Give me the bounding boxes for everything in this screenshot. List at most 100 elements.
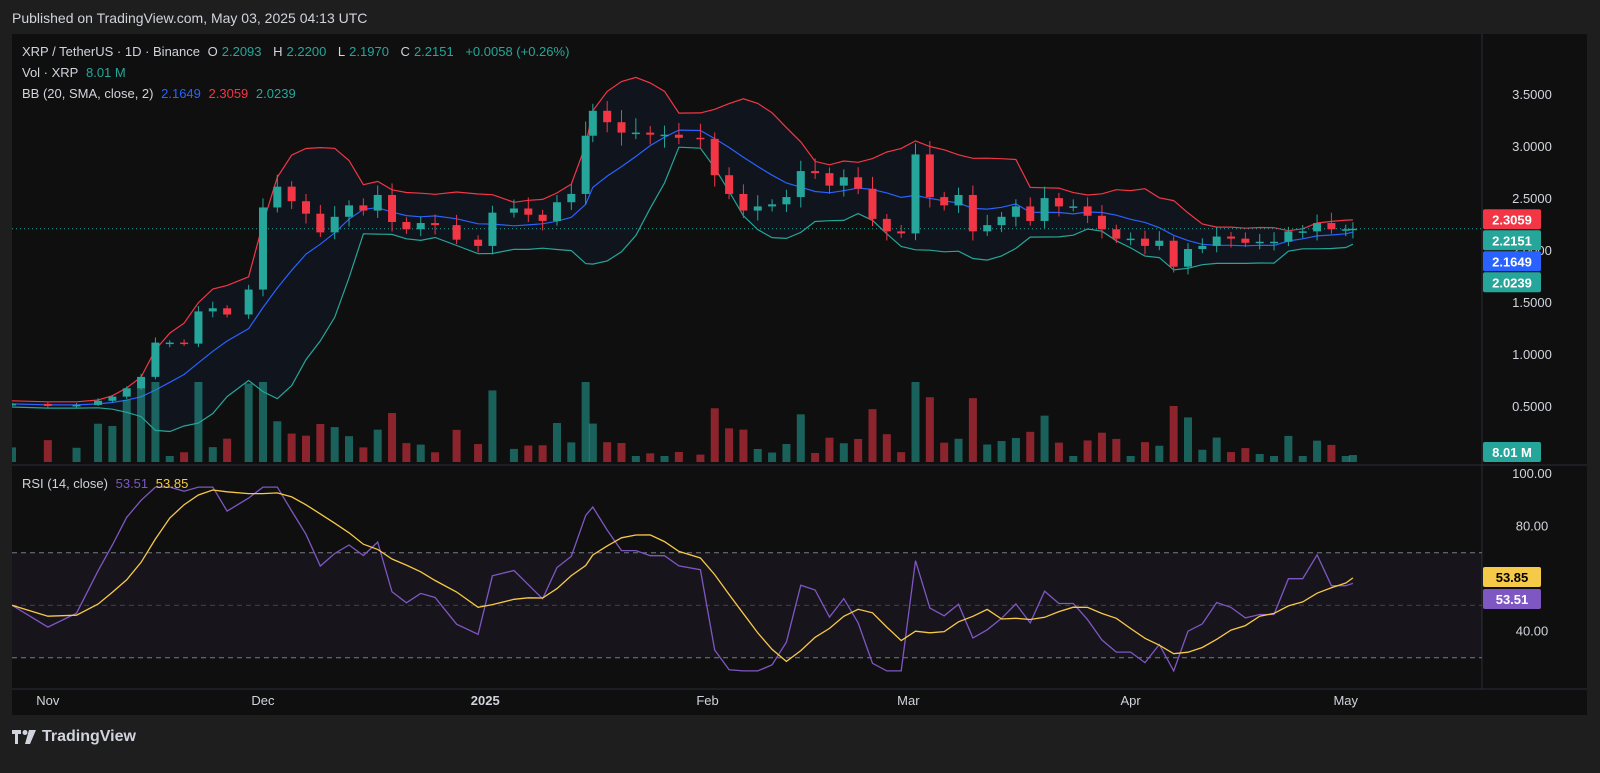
volume-bar <box>108 426 117 462</box>
volume-bar <box>416 444 425 462</box>
rsi-ma-line <box>12 489 1354 663</box>
volume-bar <box>1011 437 1020 462</box>
chart-canvas[interactable]: 3.50003.00002.50002.00001.50001.00000.50… <box>12 34 1587 715</box>
volume-bar <box>373 429 382 462</box>
candle-body <box>122 388 131 397</box>
candle-body <box>1270 241 1279 244</box>
volume-bar <box>1198 449 1207 462</box>
volume-bar <box>646 453 655 462</box>
volume-bar <box>244 383 253 462</box>
volume-bar <box>997 441 1006 462</box>
volume-bar <box>710 408 719 462</box>
candle-body <box>330 216 339 233</box>
volume-bar <box>1348 455 1357 462</box>
candle-body <box>94 400 103 405</box>
volume-bar <box>1241 448 1250 462</box>
candle-body <box>968 194 977 232</box>
volume-bar <box>696 454 705 462</box>
candle-body <box>696 137 705 140</box>
candle-body <box>603 110 612 123</box>
candle-body <box>753 206 762 211</box>
price-tick-label: 3.0000 <box>1512 139 1552 154</box>
candle-body <box>431 223 440 226</box>
volume-bar <box>223 438 232 462</box>
rsi-tag-text: 53.51 <box>1496 592 1529 607</box>
volume-bar <box>1327 444 1336 462</box>
bb-upper-line <box>12 76 1353 403</box>
volume-bar <box>524 445 533 462</box>
legend-symbol[interactable]: XRP / TetherUS · 1D · Binance <box>22 44 200 59</box>
volume-bar <box>674 451 683 462</box>
volume-bar <box>452 429 461 462</box>
candle-body <box>273 186 282 208</box>
candle-body <box>1212 236 1221 246</box>
candle-body <box>258 207 267 290</box>
candle-body <box>983 225 992 232</box>
rsi-ma-tag-text: 53.85 <box>1496 570 1529 585</box>
tradingview-logo[interactable]: TradingView <box>12 726 136 748</box>
volume-bar <box>165 456 174 462</box>
volume-bar <box>1040 415 1049 462</box>
candle-body <box>739 193 748 211</box>
volume-bar <box>1270 456 1279 462</box>
candle-body <box>108 396 117 401</box>
candle-body <box>151 342 160 377</box>
volume-bar <box>739 429 748 462</box>
volume-bar <box>983 444 992 462</box>
candle-body <box>1341 229 1350 231</box>
volume-bar <box>968 398 977 462</box>
volume-bars <box>12 382 1357 462</box>
volume-bar <box>1054 442 1063 462</box>
volume-bar <box>359 447 368 462</box>
volume-bar <box>12 447 16 462</box>
volume-bar <box>1212 437 1221 462</box>
volume-bar <box>1341 456 1350 462</box>
legend-bb-row[interactable]: BB (20, SMA, close, 2) 2.1649 2.3059 2.0… <box>22 86 300 101</box>
candle-body <box>782 197 791 205</box>
legend-volume-row[interactable]: Vol · XRP 8.01 M <box>22 65 130 80</box>
candle-body <box>1169 240 1178 267</box>
legend-bb-basis: 2.1649 <box>161 86 201 101</box>
volume-bar <box>538 445 547 462</box>
volume-tag-bg <box>1483 442 1541 462</box>
candle-body <box>997 216 1006 226</box>
volume-bar <box>287 433 296 462</box>
volume-bar <box>552 422 561 462</box>
volume-bar <box>330 427 339 462</box>
candle-body <box>316 213 325 233</box>
time-tick-label: 2025 <box>471 693 500 708</box>
price-tag-upper-text: 2.3059 <box>1492 212 1532 227</box>
legend-bb-lower: 2.0239 <box>255 86 296 101</box>
legend-rsi-row[interactable]: RSI (14, close) 53.51 53.85 <box>22 476 192 491</box>
volume-bar <box>273 421 282 462</box>
volume-bar <box>1184 417 1192 462</box>
volume-bar <box>1069 456 1078 462</box>
candle-body <box>137 376 146 389</box>
price-tag-upper: 2.3059 <box>1483 209 1541 230</box>
candle-body <box>1227 236 1236 239</box>
volume-bar <box>388 413 397 462</box>
volume-bar <box>854 438 863 462</box>
price-tag-basis: 2.1649 <box>1483 251 1541 272</box>
legend-high: H 2.2200 <box>273 44 327 59</box>
candle-body <box>1184 249 1192 267</box>
chart-frame[interactable]: 3.5000 3.0000 2.5000 2.0000 1.5000 1.0000 0.50… <box>12 34 1587 715</box>
volume-bar <box>72 447 81 462</box>
volume-bar <box>316 423 325 462</box>
candle-body <box>854 177 863 189</box>
volume-bar <box>1097 432 1106 462</box>
rsi-tag: 53.51 <box>1483 589 1541 609</box>
bb-basis-line <box>12 129 1354 406</box>
candle-body <box>474 239 483 246</box>
candle-body <box>567 193 576 203</box>
legend-change: +0.0058 (+0.26%) <box>465 44 570 59</box>
candle-body <box>180 342 189 345</box>
volume-bar <box>825 437 834 462</box>
volume-bar <box>194 382 203 462</box>
volume-bar <box>911 382 920 462</box>
rsi-tick-label: 100.00 <box>1512 466 1552 481</box>
rsi-tick-label: 40.00 <box>1516 624 1549 639</box>
candle-body <box>488 212 497 246</box>
legend-volume-value: 8.01 M <box>85 65 126 80</box>
candle-body <box>825 173 834 186</box>
